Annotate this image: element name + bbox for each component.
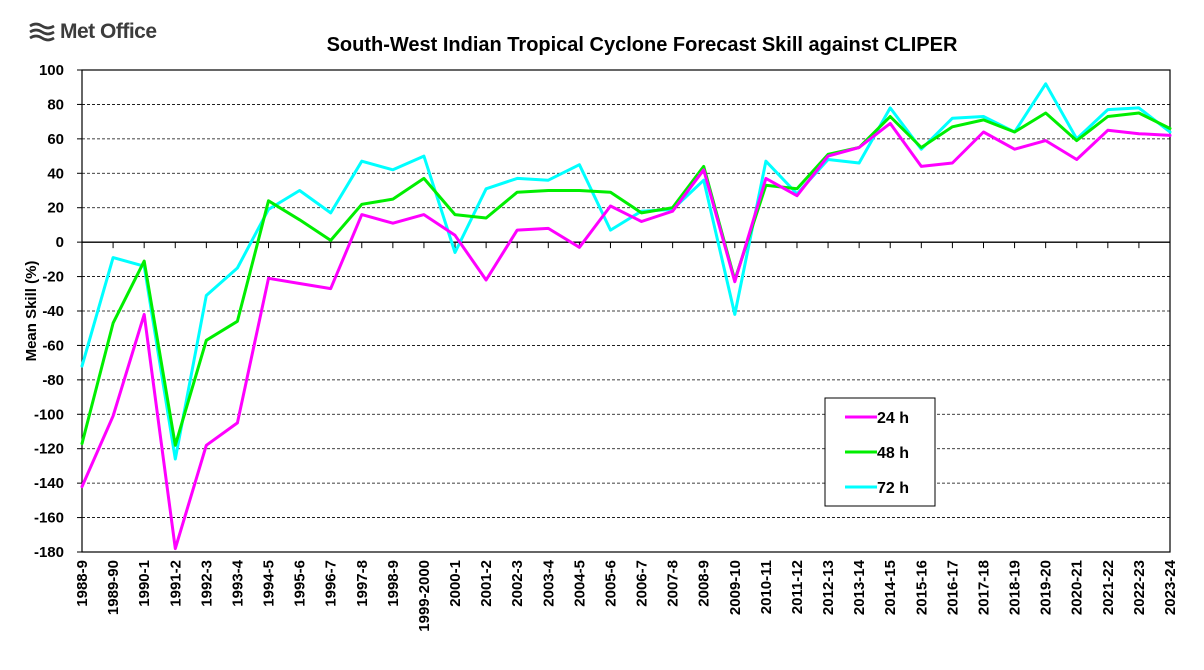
y-axis-label: Mean Skill (%) xyxy=(23,261,40,362)
y-tick-label: -80 xyxy=(42,372,64,389)
y-tick-label: -100 xyxy=(34,406,64,423)
x-tick-label: 2011-12 xyxy=(789,560,806,614)
met-office-wave-icon xyxy=(29,22,55,42)
series-line-48h xyxy=(80,111,1172,447)
y-tick-label: 20 xyxy=(47,200,64,217)
x-tick-label: 2004-5 xyxy=(571,560,588,607)
x-tick-label: 2019-20 xyxy=(1038,560,1055,615)
x-tick-label: 2017-18 xyxy=(975,560,992,615)
x-tick-label: 1999-2000 xyxy=(416,560,433,632)
y-tick-label: -180 xyxy=(34,544,64,561)
x-tick-label: 2012-13 xyxy=(820,560,837,615)
met-office-logo: Met Office xyxy=(28,20,157,44)
x-tick-label: 1997-8 xyxy=(354,560,371,607)
x-tick-label: 1990-1 xyxy=(136,560,153,607)
x-tick-label: 2021-22 xyxy=(1100,560,1117,615)
x-tick-label: 2007-8 xyxy=(665,560,682,607)
y-tick-label: -140 xyxy=(34,475,64,492)
x-tick-label: 2014-15 xyxy=(882,560,899,615)
legend-label: 72 h xyxy=(877,480,909,497)
x-tick-label: 1994-5 xyxy=(261,560,278,607)
y-tick-label: -20 xyxy=(42,269,64,286)
x-tick-label: 1996-7 xyxy=(323,560,340,607)
plot-area xyxy=(81,69,1171,553)
x-tick-label: 1988-9 xyxy=(74,560,91,607)
legend: 24 h 48 h 72 h xyxy=(824,397,936,507)
x-tick-label: 2013-14 xyxy=(851,559,868,615)
x-tick-label: 2020-21 xyxy=(1069,560,1086,615)
x-tick-label: 2005-6 xyxy=(602,560,619,607)
y-tick-label: -160 xyxy=(34,510,64,527)
x-tick-label: 2022-23 xyxy=(1131,560,1148,615)
y-tick-label: -40 xyxy=(42,303,64,320)
x-tick-label: 2015-16 xyxy=(913,560,930,615)
x-tick-label: 1991-2 xyxy=(167,560,184,607)
x-tick-label: 2006-7 xyxy=(634,560,651,607)
x-tick-label: 1993-4 xyxy=(229,559,246,606)
plot-frame xyxy=(81,69,1171,553)
y-tick-label: 100 xyxy=(39,62,64,79)
series-line-24h xyxy=(80,121,1172,551)
x-tick-label: 1995-6 xyxy=(292,560,309,607)
y-tick-label: -60 xyxy=(42,337,64,354)
x-tick-label: 2001-2 xyxy=(478,560,495,607)
x-tick-label: 2018-19 xyxy=(1007,560,1024,615)
x-tick-label: 2003-4 xyxy=(540,559,557,606)
series-lines xyxy=(80,82,1172,551)
brand-name: Met Office xyxy=(60,20,157,43)
x-tick-label: 1989-90 xyxy=(105,560,122,615)
x-tick-label: 2000-1 xyxy=(447,560,464,607)
y-tick-label: -120 xyxy=(34,441,64,458)
legend-label: 24 h xyxy=(877,410,909,427)
y-tick-label: 60 xyxy=(47,131,64,148)
x-tick-label: 2010-11 xyxy=(758,560,775,614)
y-tick-label: 0 xyxy=(56,234,64,251)
y-tick-label: 80 xyxy=(47,96,64,113)
x-tick-label: 1998-9 xyxy=(385,560,402,607)
y-tick-label: 40 xyxy=(47,165,64,182)
legend-label: 48 h xyxy=(877,445,909,462)
legend-box xyxy=(824,397,936,507)
x-tick-label: 2008-9 xyxy=(696,560,713,607)
y-axis-ticks: 100 80 60 40 20 0 -20 -40 -60 -80 -100 -120 -140 -160… xyxy=(34,62,82,561)
x-tick-label: 2023-24 xyxy=(1162,559,1179,615)
x-axis-ticks: 1988-9 1989-90 1990-1 1991-2 1992-3 1993-4 199… xyxy=(74,242,1179,632)
x-tick-label: 2002-3 xyxy=(509,560,526,607)
x-tick-label: 2016-17 xyxy=(944,560,961,615)
gridlines xyxy=(82,104,1170,518)
x-tick-label: 1992-3 xyxy=(198,560,215,607)
x-tick-label: 2009-10 xyxy=(727,560,744,615)
chart-title: South-West Indian Tropical Cyclone Forec… xyxy=(327,34,958,56)
